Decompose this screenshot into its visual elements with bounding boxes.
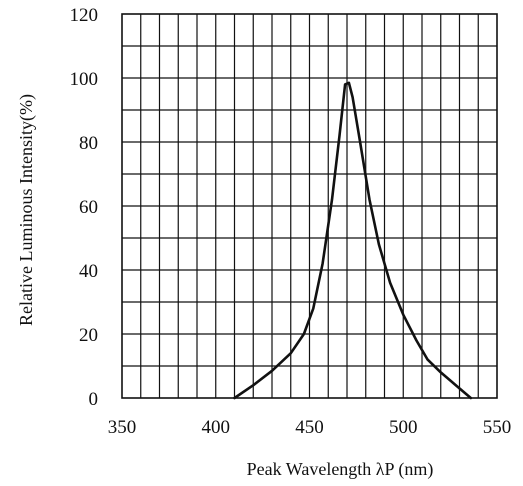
y-tick-label: 20	[79, 325, 98, 346]
y-tick-labels: 0 20 40 60 80 100 120	[70, 5, 99, 410]
x-tick-label: 450	[295, 417, 324, 438]
x-tick-label: 500	[389, 417, 418, 438]
series-line	[233, 81, 473, 400]
y-tick-label: 0	[89, 389, 99, 410]
x-tick-labels: 350 400 450 500 550	[108, 417, 512, 438]
y-tick-label: 120	[70, 5, 99, 26]
grid-lines	[122, 14, 497, 398]
plot-frame	[121, 13, 498, 399]
y-tick-label: 60	[79, 197, 98, 218]
y-tick-label: 40	[79, 261, 98, 282]
x-tick-label: 400	[202, 417, 231, 438]
y-tick-label: 100	[70, 69, 99, 90]
x-tick-label: 550	[483, 417, 512, 438]
y-tick-label: 80	[79, 133, 98, 154]
x-tick-label: 350	[108, 417, 137, 438]
x-axis-label: Peak Wavelength λP (nm)	[247, 459, 434, 480]
y-axis-label: Relative Luminous Intensity(%)	[16, 94, 37, 326]
